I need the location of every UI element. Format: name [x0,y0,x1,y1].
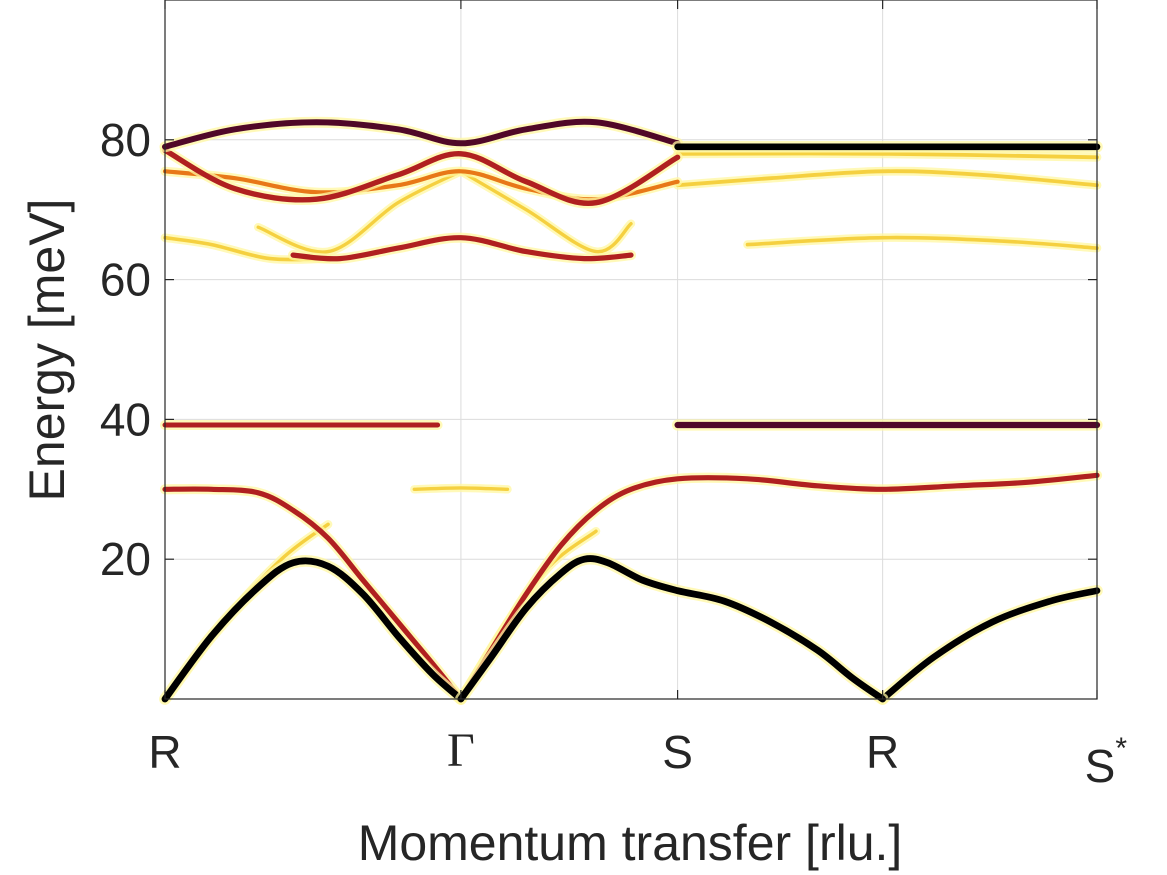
series-halo-optical-30 [159,483,466,705]
x-tick-labels: R Γ S R S* [148,724,1127,792]
series-line-band-74-right [675,169,1099,188]
series-halo-acoustic-1 [159,554,467,705]
series-line-acoustic-3 [879,587,1101,703]
series-line-band-66 [290,235,634,262]
series-line-flat-78-right [675,151,1099,160]
series-line-acoustic-1 [161,557,465,703]
series-line-band-65-right [745,235,1099,250]
y-tick-label-3: 80 [100,114,151,166]
x-tick-label-4: S* [1085,732,1128,792]
series-layer [159,116,1103,705]
tick-layer [164,0,1098,699]
y-axis-title: Energy [meV] [19,199,75,502]
y-tick-label-2: 60 [100,254,151,306]
x-tick-label-1: Γ [447,724,475,777]
series-halo-acoustic-3 [876,584,1103,705]
plot-frame [164,0,1098,700]
x-tick-label-3: R [866,726,899,778]
series-line-band-cross-a [256,169,463,254]
series-line-acoustic-2 [457,555,886,703]
series-halo-acoustic-2 [455,552,889,705]
x-axis-title: Momentum transfer [rlu.] [358,815,903,871]
series-line-optical-30b [458,472,1100,702]
y-tick-label-1: 40 [100,393,151,445]
series-line-top-82 [162,118,681,150]
y-tick-label-0: 20 [100,533,151,585]
series-halo-optical-30b [455,470,1103,705]
series-line-top-78 [162,147,681,207]
series-line-band-cross-b [459,169,633,254]
series-line-optical-30 [162,486,464,702]
grid-layer [164,0,1098,699]
y-tick-labels: 20 40 60 80 [100,114,151,585]
x-tick-label-0: R [148,726,181,778]
series-line-gamma-30 [412,486,510,491]
x-tick-label-2: S [662,726,693,778]
